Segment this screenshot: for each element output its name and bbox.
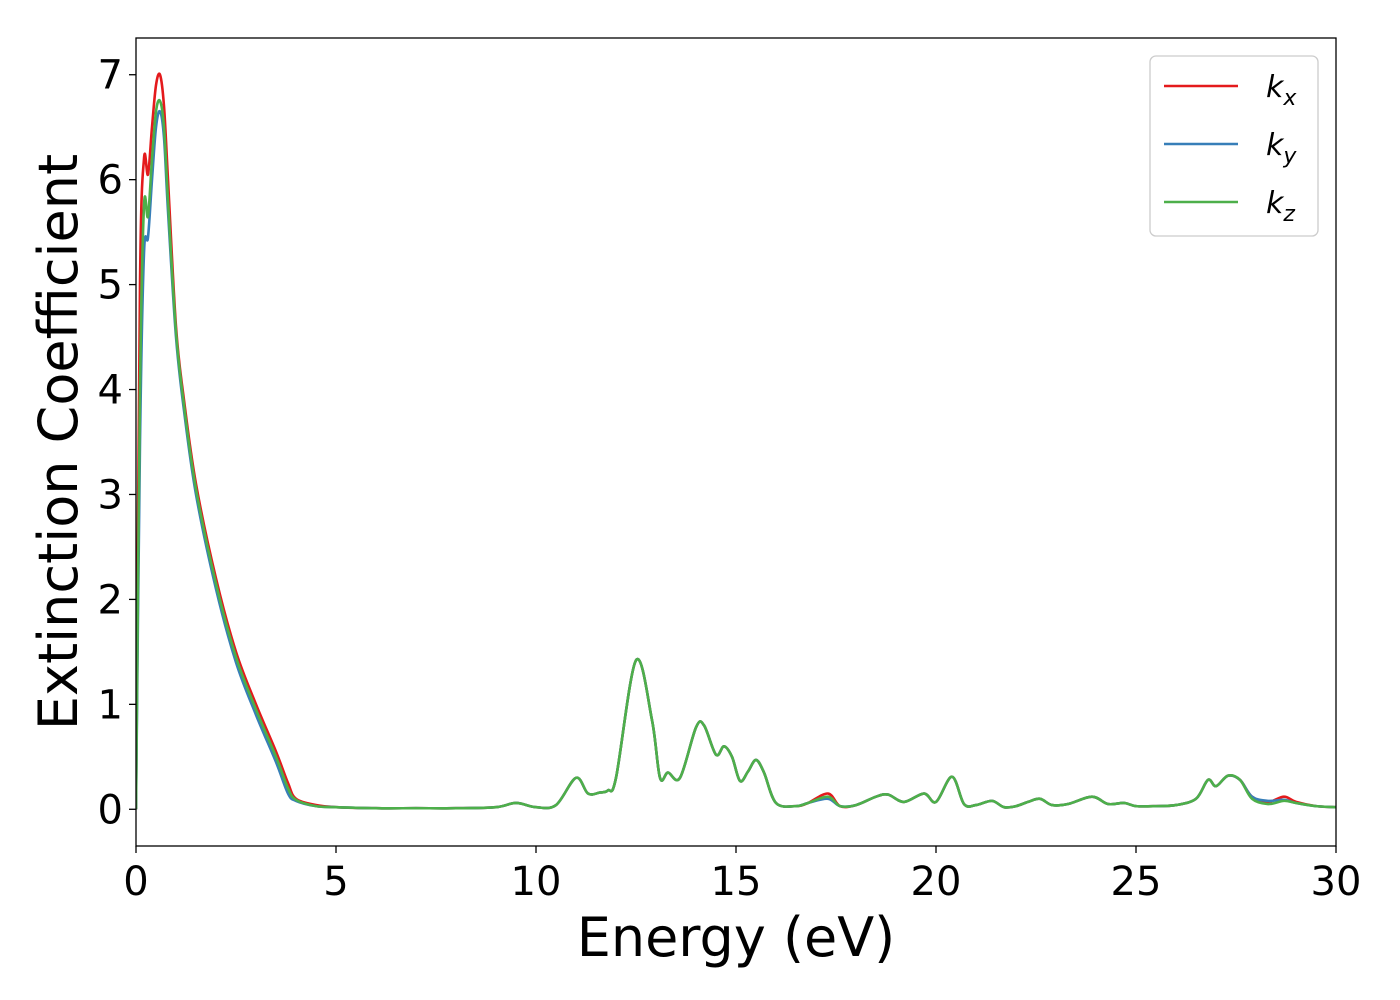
x-tick-label: 25 bbox=[1111, 859, 1162, 905]
legend-label-k-z: kz bbox=[1266, 186, 1295, 227]
x-tick-label: 10 bbox=[511, 859, 562, 905]
legend-box bbox=[1149, 55, 1319, 237]
x-axis-title: Energy (eV) bbox=[577, 906, 896, 969]
series-layer bbox=[136, 72, 1336, 810]
y-tick-label: 3 bbox=[98, 472, 123, 518]
legend-label-k-x: kx bbox=[1266, 70, 1297, 111]
x-tick-label: 30 bbox=[1311, 859, 1362, 905]
y-tick-label: 6 bbox=[98, 158, 123, 204]
series-line-k-z bbox=[136, 98, 1336, 810]
x-tick-label: 0 bbox=[123, 859, 148, 905]
y-tick-label: 7 bbox=[98, 53, 123, 99]
y-tick-label: 2 bbox=[98, 577, 123, 623]
x-tick-label: 20 bbox=[911, 859, 962, 905]
legend: kx ky kz bbox=[1149, 55, 1319, 237]
legend-label-k-y: ky bbox=[1266, 128, 1297, 169]
x-tick-label: 5 bbox=[323, 859, 348, 905]
x-tick-label: 15 bbox=[711, 859, 762, 905]
y-tick-label: 0 bbox=[98, 787, 123, 833]
y-axis: 0 1 2 3 4 5 6 7 bbox=[98, 53, 136, 833]
y-tick-label: 1 bbox=[98, 682, 123, 728]
y-tick-label: 4 bbox=[98, 368, 123, 414]
x-axis: 0 5 10 15 20 25 30 bbox=[123, 846, 1361, 905]
y-tick-label: 5 bbox=[98, 263, 123, 309]
y-axis-title: Extinction Coefficient bbox=[27, 154, 90, 730]
